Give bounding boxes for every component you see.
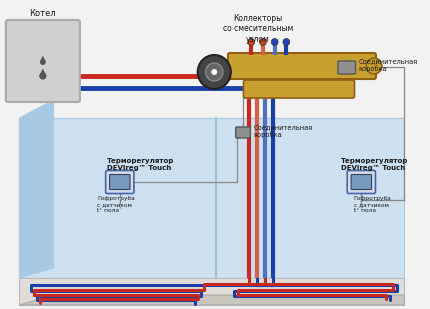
FancyBboxPatch shape — [347, 171, 375, 193]
FancyBboxPatch shape — [106, 171, 134, 193]
FancyBboxPatch shape — [243, 80, 354, 98]
FancyBboxPatch shape — [228, 53, 376, 79]
Circle shape — [40, 59, 46, 65]
Circle shape — [260, 39, 266, 45]
FancyBboxPatch shape — [110, 175, 130, 189]
Text: Гофротруба
с датчиком
t° пола: Гофротруба с датчиком t° пола — [98, 196, 135, 213]
FancyBboxPatch shape — [338, 61, 356, 74]
Polygon shape — [19, 118, 404, 278]
FancyBboxPatch shape — [351, 175, 372, 189]
Circle shape — [366, 58, 382, 74]
Text: Коллекторы
со смесительным
узлом: Коллекторы со смесительным узлом — [223, 14, 293, 44]
Text: Терморегулятор
DEVIreg™ Touch: Терморегулятор DEVIreg™ Touch — [341, 158, 408, 171]
FancyBboxPatch shape — [6, 20, 80, 102]
Text: Котел: Котел — [30, 9, 56, 18]
Polygon shape — [40, 56, 46, 62]
Polygon shape — [19, 100, 54, 278]
Polygon shape — [39, 69, 46, 76]
Text: Терморегулятор
DEVIreg™ Touch: Терморегулятор DEVIreg™ Touch — [107, 158, 175, 171]
Text: Соединительная
коробка: Соединительная коробка — [359, 58, 418, 72]
Circle shape — [206, 63, 223, 81]
Circle shape — [271, 39, 278, 45]
Circle shape — [248, 39, 255, 45]
Circle shape — [283, 39, 290, 45]
Circle shape — [212, 69, 217, 75]
Polygon shape — [19, 295, 404, 305]
Polygon shape — [19, 278, 404, 305]
Circle shape — [39, 72, 46, 80]
Text: Соединительная
коробка: Соединительная коробка — [253, 124, 313, 138]
Circle shape — [198, 55, 231, 89]
FancyBboxPatch shape — [236, 127, 250, 138]
Text: Гофротруба
с датчиком
t° пола: Гофротруба с датчиком t° пола — [353, 196, 391, 213]
